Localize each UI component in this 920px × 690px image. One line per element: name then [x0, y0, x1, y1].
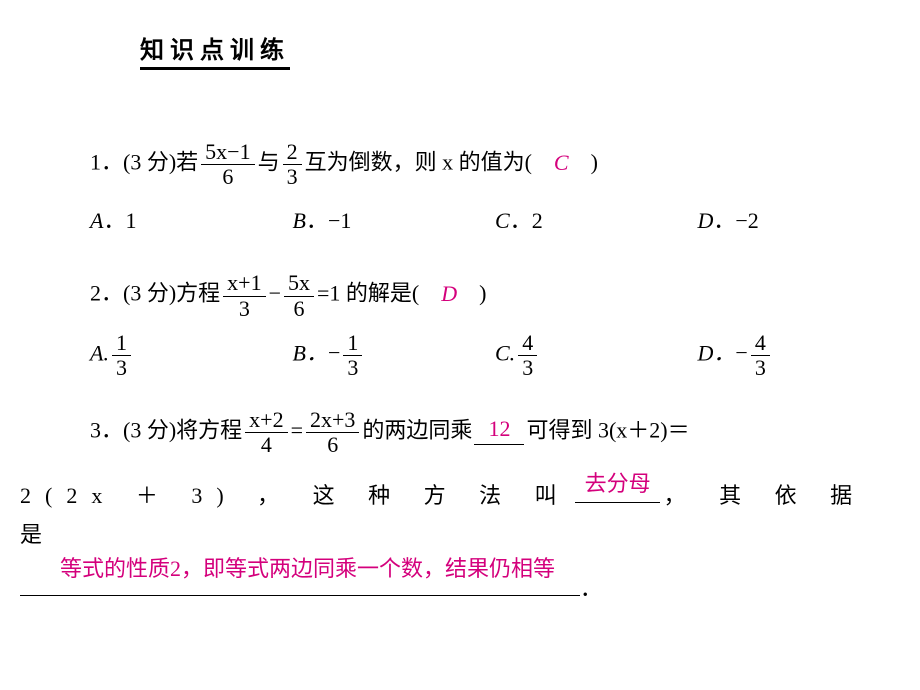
q1-after: 互为倒数，则 x 的值为(	[305, 150, 554, 175]
q3-prefix: 3．(3 分)将方程	[90, 418, 242, 443]
q2-answer: D	[441, 272, 457, 316]
q1-frac2-num: 2	[283, 140, 302, 165]
q3-blank3: 等式的性质2，即等式两边同乘一个数，结果仍相等	[20, 567, 580, 596]
q3-mid: 的两边同乘	[362, 418, 472, 443]
q2-optC: C.43	[495, 331, 698, 380]
q2-optA: A.13	[90, 331, 293, 380]
q3-line2a: 2(2x ＋ 3) ， 这 种 方 法 叫	[20, 483, 571, 508]
q3-frac1: x+24	[245, 408, 287, 457]
q2-prefix: 2．(3 分)方程	[90, 281, 220, 306]
q2-frac2-num: 5x	[284, 271, 314, 296]
q3-line2: 2(2x ＋ 3) ， 这 种 方 法 叫去分母， 其 依 据 是	[20, 476, 900, 555]
q2-after: =1 的解是(	[317, 281, 441, 306]
q3-frac2: 2x+36	[306, 408, 359, 457]
question-2: 2．(3 分)方程x+13−5x6=1 的解是( D ) A.13 B．−13 …	[90, 271, 900, 380]
q3-blank2: 去分母	[575, 480, 660, 503]
q2-close: )	[457, 281, 486, 306]
q1-frac2: 23	[283, 140, 302, 189]
heading: 知识点训练	[140, 30, 290, 70]
q1-frac1-num: 5x−1	[201, 140, 254, 165]
q1-prefix: 1．(3 分)若	[90, 150, 198, 175]
question-1: 1．(3 分)若5x−16与23互为倒数，则 x 的值为( C ) A．1 B．…	[90, 140, 900, 243]
q2-frac1-den: 3	[223, 297, 265, 321]
q2-frac2: 5x6	[284, 271, 314, 320]
q2-frac1-num: x+1	[223, 271, 265, 296]
q1-options: A．1 B．−1 C．2 D．−2	[90, 199, 900, 243]
q1-optB: B．−1	[293, 199, 496, 243]
q1-mid: 与	[258, 150, 280, 175]
q2-optD: D．−43	[698, 331, 901, 380]
page-container: 知识点训练 1．(3 分)若5x−16与23互为倒数，则 x 的值为( C ) …	[0, 0, 920, 659]
q2-options: A.13 B．−13 C.43 D．−43	[90, 331, 900, 380]
q1-frac2-den: 3	[283, 165, 302, 189]
q2-optB: B．−13	[293, 331, 496, 380]
q1-answer: C	[554, 141, 569, 185]
q1-frac1-den: 6	[201, 165, 254, 189]
q3-after1: 可得到 3(x＋2)＝	[526, 418, 689, 443]
q1-frac1: 5x−16	[201, 140, 254, 189]
q3-line3: 等式的性质2，即等式两边同乘一个数，结果仍相等．	[20, 567, 900, 611]
q3-period: ．	[580, 576, 602, 601]
q1-optD: D．−2	[698, 199, 901, 243]
q2-frac1: x+13	[223, 271, 265, 320]
question-3: 3．(3 分)将方程x+24=2x+36的两边同乘12可得到 3(x＋2)＝ 2…	[50, 408, 900, 611]
q1-optA: A．1	[90, 199, 293, 243]
q3-eq: =	[291, 418, 303, 443]
q1-close: )	[569, 150, 598, 175]
q3-line1: 3．(3 分)将方程x+24=2x+36的两边同乘12可得到 3(x＋2)＝	[90, 408, 900, 457]
q2-frac2-den: 6	[284, 297, 314, 321]
q1-optC: C．2	[495, 199, 698, 243]
q2-minus: −	[269, 281, 281, 306]
q3-blank1: 12	[474, 418, 524, 445]
